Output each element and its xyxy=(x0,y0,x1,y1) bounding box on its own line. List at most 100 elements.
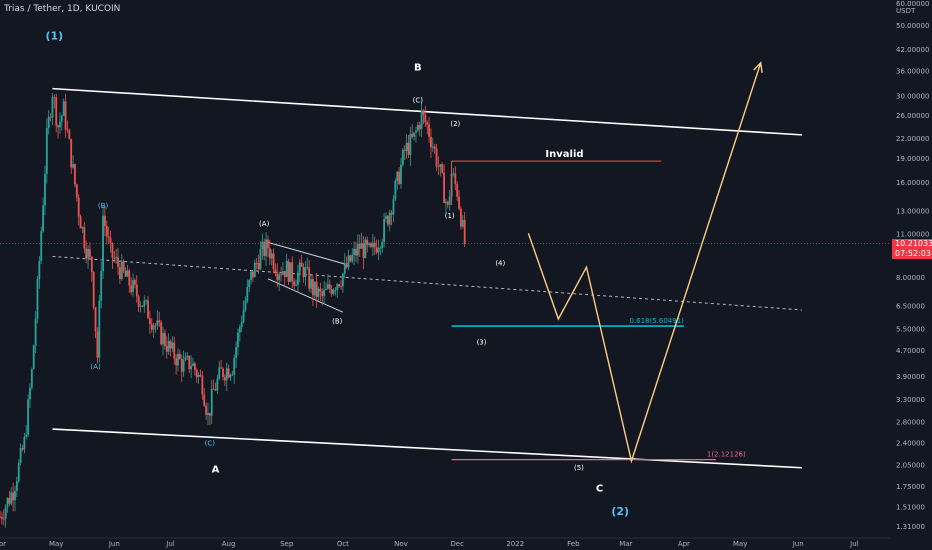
candle-body xyxy=(418,124,421,129)
candle-body xyxy=(72,164,74,168)
candle-body xyxy=(107,236,110,238)
candle-body xyxy=(208,412,211,416)
candle-body xyxy=(220,367,222,369)
candle-body xyxy=(14,490,16,501)
candle-body xyxy=(388,212,391,225)
candle-body xyxy=(371,242,374,248)
candle-body xyxy=(341,273,344,287)
candle-body xyxy=(177,353,179,366)
candle-body xyxy=(403,149,406,151)
candle-body xyxy=(302,266,305,278)
candle-body xyxy=(152,325,155,330)
candle-body xyxy=(195,370,198,378)
candle-body xyxy=(265,239,267,257)
candle-body xyxy=(180,358,183,372)
candle-body xyxy=(319,288,322,292)
candle-body xyxy=(96,331,99,358)
candle-body xyxy=(439,164,442,167)
candle-body xyxy=(12,492,15,501)
candle-body xyxy=(283,271,286,278)
candle-body xyxy=(104,215,106,227)
candle-body xyxy=(255,262,258,264)
candle-body xyxy=(128,270,131,286)
candle-body xyxy=(270,253,273,259)
fib-618-label: 0.618(5.60491) xyxy=(629,317,684,325)
candle-body xyxy=(27,399,30,435)
candle-body xyxy=(448,196,451,205)
candle-body xyxy=(163,333,166,346)
candle-body xyxy=(250,271,252,281)
candle-body xyxy=(29,387,31,400)
price-axis-tick: 42.00000 xyxy=(896,46,929,54)
time-axis-tick: May xyxy=(733,540,747,548)
candle-body xyxy=(261,241,264,250)
candle-body xyxy=(10,492,13,504)
candle-body xyxy=(420,110,423,129)
time-axis-tick: Oct xyxy=(337,540,349,548)
candle-body xyxy=(150,323,153,330)
candle-body xyxy=(317,288,320,297)
candle-body xyxy=(77,197,80,217)
candle-body xyxy=(223,377,226,381)
candle-body xyxy=(143,300,146,307)
candle-body xyxy=(424,114,427,123)
price-axis-tick: 3.90000 xyxy=(896,373,925,381)
price-axis-tick: 13.00000 xyxy=(896,207,929,215)
wave-label: C xyxy=(596,484,603,495)
candle-body xyxy=(295,284,297,286)
candle-body xyxy=(463,219,466,245)
invalid-label: Invalid xyxy=(545,149,583,160)
candle-body xyxy=(132,280,134,292)
candle-body xyxy=(203,394,206,406)
candle-body xyxy=(461,219,464,227)
price-axis-tick: 30.00000 xyxy=(896,92,929,100)
candle-body xyxy=(460,208,462,227)
candle-body xyxy=(238,327,241,333)
candle-body xyxy=(145,300,148,302)
candle-body xyxy=(435,148,438,167)
candle-body xyxy=(392,199,395,215)
time-axis-tick: Mar xyxy=(619,540,632,548)
candle-body xyxy=(59,121,61,128)
candle-body xyxy=(240,322,243,328)
price-axis-tick: 1.75000 xyxy=(896,483,925,491)
time-axis-tick: May xyxy=(49,540,63,548)
wedge-upper-line xyxy=(267,241,345,265)
candle-body xyxy=(167,340,170,352)
wave-label: B xyxy=(414,62,422,73)
candle-body xyxy=(64,101,67,130)
chart-header-symbol[interactable]: Trias / Tether, 1D, KUCOIN xyxy=(4,4,121,14)
candle-body xyxy=(381,241,384,249)
candle-body xyxy=(280,274,282,276)
candle-body xyxy=(173,342,176,359)
candle-body xyxy=(53,97,56,99)
time-axis-tick: Nov xyxy=(394,540,408,548)
candle-body xyxy=(109,237,112,244)
candle-body xyxy=(49,116,52,118)
candle-body xyxy=(36,279,39,319)
candle-body xyxy=(330,288,333,294)
candle-body xyxy=(409,134,412,155)
candle-body xyxy=(178,353,181,359)
price-axis-tick: 2.40000 xyxy=(896,440,925,448)
candle-body xyxy=(17,462,20,482)
candle-body xyxy=(111,243,114,258)
time-axis-tick: Apr xyxy=(678,540,690,548)
time-axis-tick: Apr xyxy=(0,540,6,548)
channel-mid-line xyxy=(52,255,802,311)
candle-body xyxy=(252,271,254,278)
price-axis xyxy=(890,0,932,550)
candle-body xyxy=(141,305,144,307)
candle-body xyxy=(8,498,11,504)
candle-body xyxy=(244,300,247,310)
candle-body xyxy=(385,216,387,220)
wave-label: (B) xyxy=(98,202,109,210)
candle-body xyxy=(139,305,142,307)
price-axis-tick: 8.00000 xyxy=(896,274,925,282)
candle-body xyxy=(415,130,417,133)
price-axis-tick: 16.00000 xyxy=(896,179,929,187)
last-price-tag: 10.21033 xyxy=(892,238,932,249)
candle-body xyxy=(259,249,262,270)
candle-body xyxy=(124,270,127,277)
